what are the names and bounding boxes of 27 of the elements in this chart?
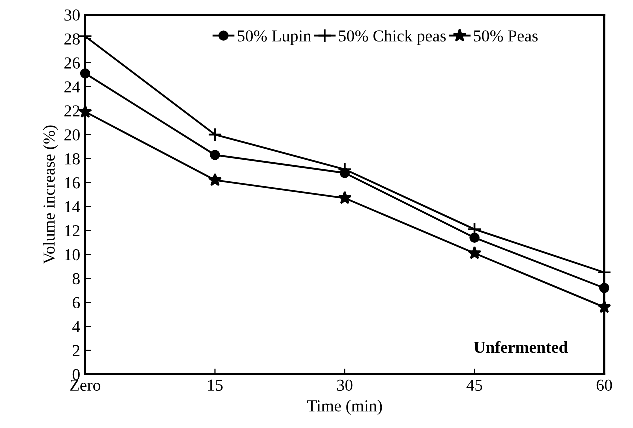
x-axis-title: Time (min) — [307, 400, 382, 416]
y-tick-label: 28 — [64, 34, 80, 45]
y-tick-label: 16 — [65, 178, 80, 189]
y-tick-label: 6 — [72, 297, 80, 309]
y-tick-label: 18 — [65, 153, 80, 165]
legend-label: 50% Chick peas — [339, 30, 446, 46]
x-tick-label: 15 — [208, 380, 223, 392]
y-axis-title: Volume increase (%) — [43, 126, 58, 264]
y-tick-label: 2 — [72, 345, 80, 356]
legend-label: 50% Lupin — [238, 30, 312, 46]
y-tick-label: 0 — [72, 369, 80, 380]
y-tick-label: 12 — [65, 225, 80, 236]
x-tick-label: 60 — [596, 380, 612, 392]
x-tick-label: 30 — [337, 380, 353, 392]
y-tick-label: 30 — [64, 10, 80, 21]
x-tick-label: Zero — [70, 380, 101, 392]
y-tick-label: 8 — [72, 273, 80, 285]
annotation: Unfermented — [474, 341, 568, 354]
y-tick-label: 22 — [64, 106, 80, 117]
y-tick-label: 26 — [64, 58, 80, 69]
y-tick-label: 10 — [65, 249, 80, 261]
y-tick-label: 14 — [65, 202, 80, 213]
y-tick-label: 20 — [64, 130, 80, 141]
y-tick-label: 4 — [72, 321, 80, 332]
x-tick-label: 45 — [466, 380, 482, 392]
legend-label: 50% Peas — [474, 30, 538, 42]
y-tick-label: 24 — [64, 82, 80, 93]
